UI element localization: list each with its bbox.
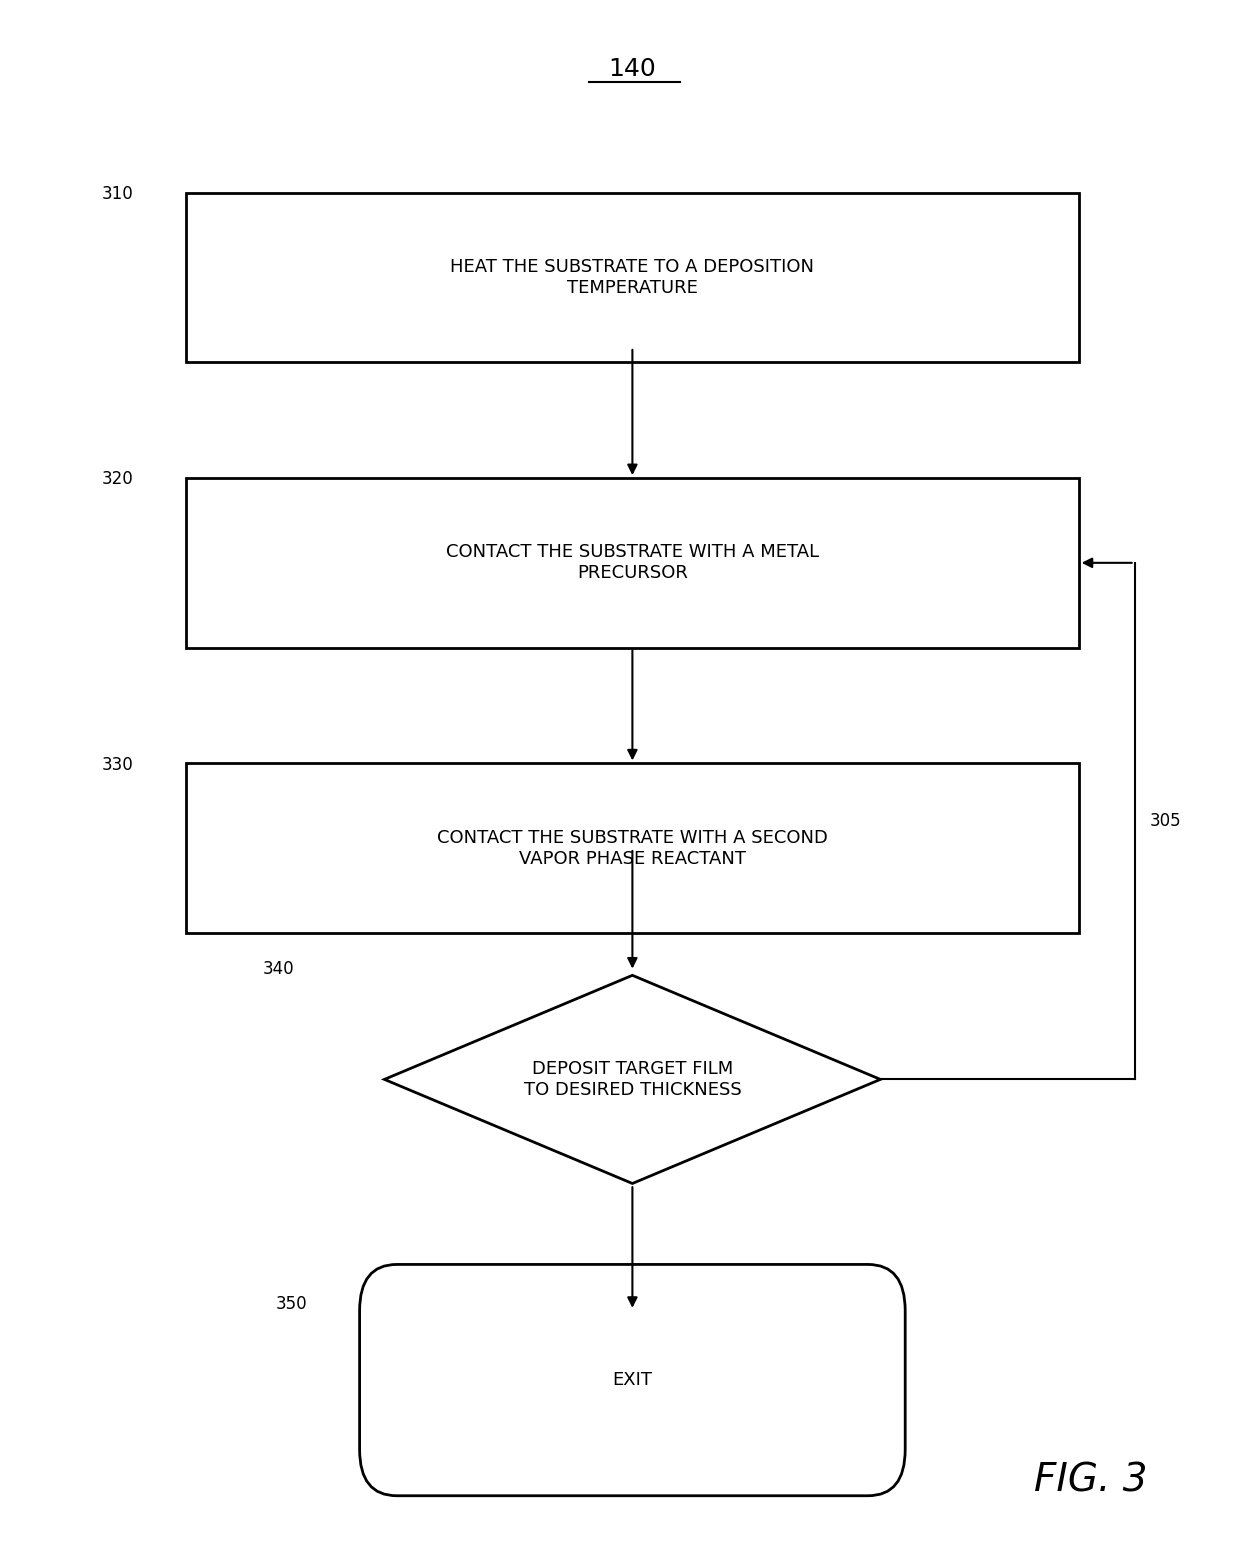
Text: FIG. 3: FIG. 3: [1034, 1462, 1148, 1499]
Text: 320: 320: [102, 470, 134, 489]
Text: 340: 340: [263, 959, 295, 978]
Text: CONTACT THE SUBSTRATE WITH A METAL
PRECURSOR: CONTACT THE SUBSTRATE WITH A METAL PRECU…: [446, 543, 818, 583]
Text: 330: 330: [102, 756, 134, 774]
FancyBboxPatch shape: [186, 478, 1079, 648]
Text: DEPOSIT TARGET FILM
TO DESIRED THICKNESS: DEPOSIT TARGET FILM TO DESIRED THICKNESS: [523, 1059, 742, 1099]
Text: CONTACT THE SUBSTRATE WITH A SECOND
VAPOR PHASE REACTANT: CONTACT THE SUBSTRATE WITH A SECOND VAPO…: [436, 828, 828, 868]
Text: EXIT: EXIT: [613, 1371, 652, 1389]
FancyBboxPatch shape: [186, 193, 1079, 362]
Text: HEAT THE SUBSTRATE TO A DEPOSITION
TEMPERATURE: HEAT THE SUBSTRATE TO A DEPOSITION TEMPE…: [450, 258, 815, 298]
Polygon shape: [384, 976, 880, 1184]
Text: 305: 305: [1149, 813, 1182, 830]
Text: 140: 140: [609, 57, 656, 82]
FancyBboxPatch shape: [360, 1264, 905, 1496]
FancyBboxPatch shape: [186, 763, 1079, 933]
Text: 310: 310: [102, 185, 134, 204]
Text: 350: 350: [275, 1295, 308, 1314]
